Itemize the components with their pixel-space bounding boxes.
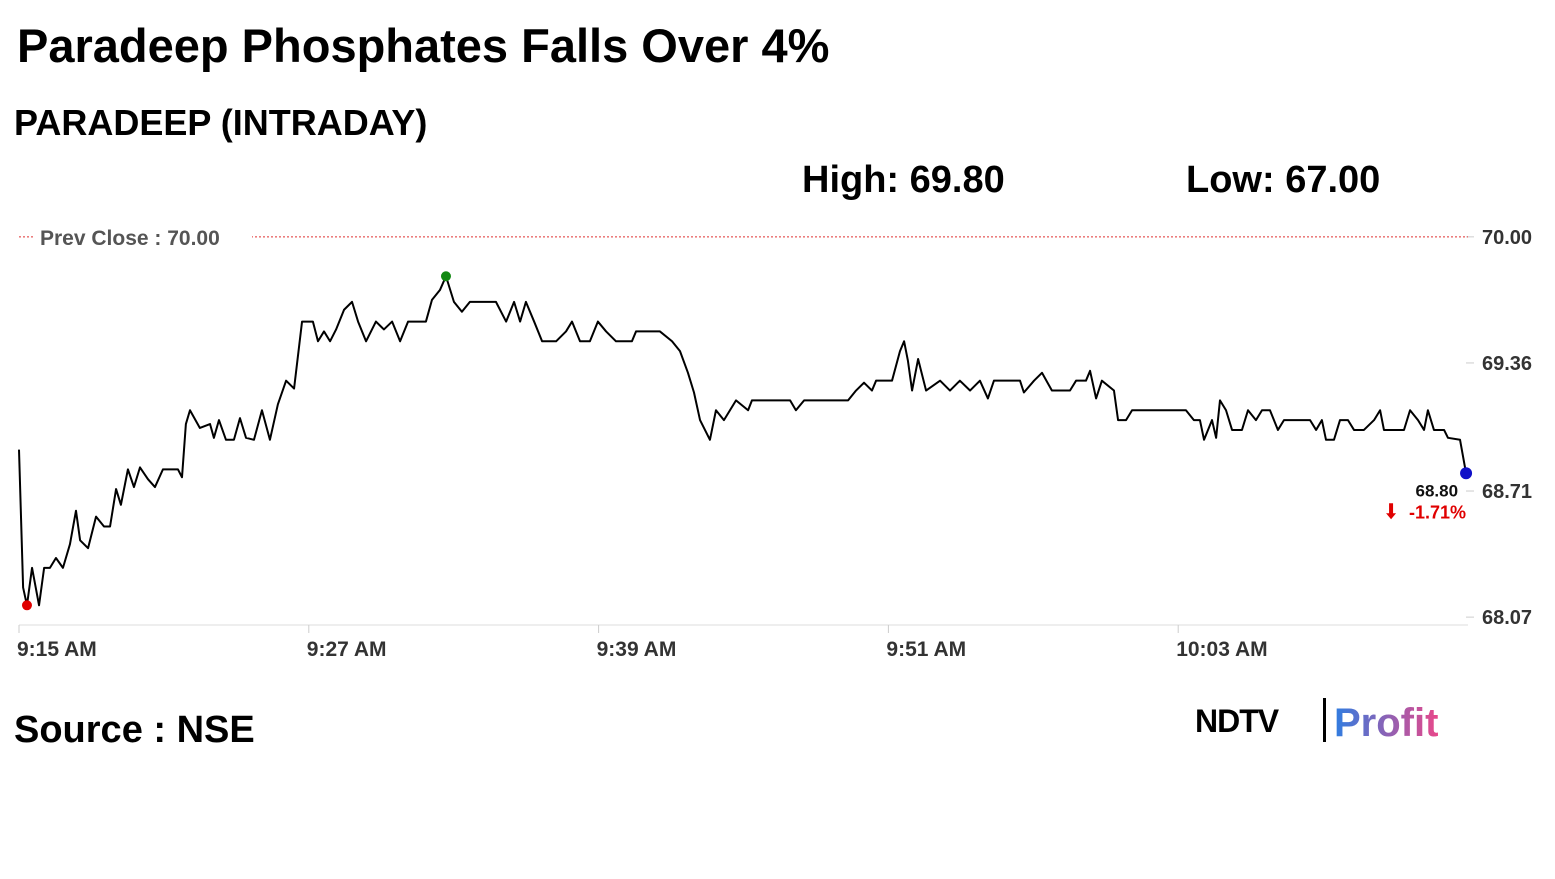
y-tick-label: 68.71 <box>1482 481 1532 503</box>
x-tick-label: 9:51 AM <box>886 638 966 661</box>
min-marker <box>21 600 32 611</box>
brand-divider <box>1323 698 1326 742</box>
last-value-label: 68.80 <box>1416 481 1459 500</box>
y-tick-label: 70.00 <box>1482 227 1532 249</box>
x-tick-label: 9:27 AM <box>307 638 387 661</box>
x-tick-label: 9:39 AM <box>597 638 677 661</box>
high-annotation: High: 69.80 <box>802 159 1005 201</box>
low-annotation: Low: 67.00 <box>1186 159 1380 201</box>
change-label: -1.71% <box>1409 502 1466 522</box>
price-line <box>18 275 1468 607</box>
y-tick-label: 69.36 <box>1482 353 1532 375</box>
x-tick-label: 10:03 AM <box>1176 638 1267 661</box>
plot-area: 70.00 69.36 68.71 68.07 9:15 AM 9:27 AM 9:39 A… <box>17 222 1532 661</box>
down-arrow-icon <box>1386 503 1397 520</box>
x-tick-label: 9:15 AM <box>17 638 97 661</box>
source: Source : NSE <box>14 709 255 751</box>
max-marker <box>440 271 451 282</box>
y-tick-label: 68.07 <box>1482 607 1532 629</box>
chart-subtitle: PARADEEP (INTRADAY) <box>14 102 427 143</box>
last-marker <box>1460 467 1473 480</box>
reference-label-bg <box>34 222 252 251</box>
reference-label: Prev Close : 70.00 <box>40 227 220 250</box>
brand-ndtv: NDTV <box>1195 703 1280 739</box>
chart-title: Paradeep Phosphates Falls Over 4% <box>17 19 829 72</box>
brand-profit: Profit <box>1334 701 1438 745</box>
